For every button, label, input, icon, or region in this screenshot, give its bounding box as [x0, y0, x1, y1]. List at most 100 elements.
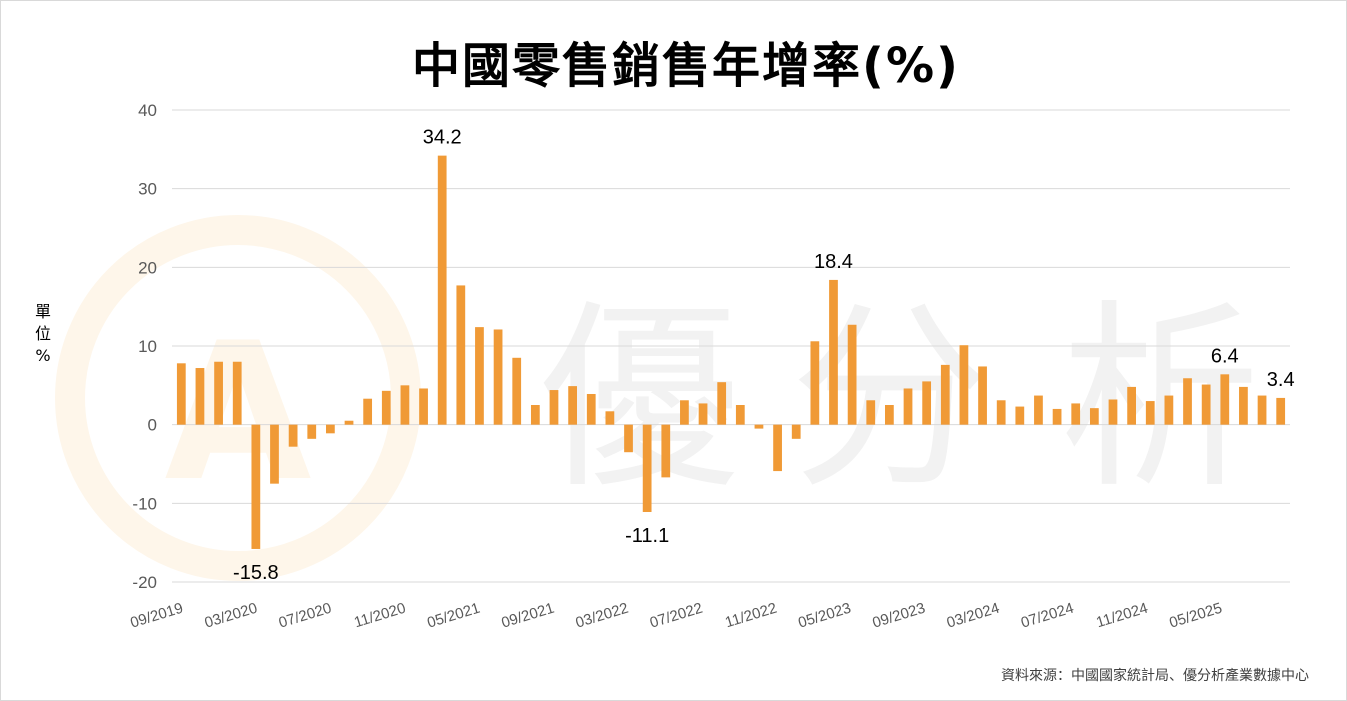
x-tick-label: 07/2024: [1019, 600, 1076, 632]
bar: [680, 400, 689, 425]
bar: [754, 424, 764, 429]
bar: [288, 424, 298, 447]
x-tick-label: 03/2024: [945, 600, 1002, 632]
y-tick-label: -20: [132, 573, 157, 592]
bar: [996, 400, 1006, 425]
bar: [661, 424, 671, 478]
gridlines: [172, 109, 1290, 583]
bar: [978, 366, 987, 425]
bar: [456, 285, 466, 425]
bar: [922, 381, 932, 425]
chart-title: 中國零售銷售年增率(%): [412, 38, 960, 94]
bar: [176, 363, 186, 425]
data-label: -11.1: [625, 525, 669, 547]
y-axis-ticks: -20 -10 0 10 20 30 40: [132, 101, 157, 592]
bar: [419, 388, 428, 425]
bar: [847, 324, 857, 425]
x-tick-label: 11/2022: [723, 600, 779, 632]
x-tick-label: 05/2023: [796, 600, 853, 632]
bars: [176, 155, 1286, 549]
bar: [214, 361, 223, 425]
bar: [493, 329, 503, 425]
bar: [885, 405, 894, 425]
y-tick-label: 40: [138, 101, 157, 120]
bar: [512, 357, 522, 425]
x-tick-label: 09/2021: [499, 600, 556, 632]
bar: [866, 400, 876, 425]
x-tick-label: 05/2025: [1167, 600, 1224, 632]
bar: [475, 327, 484, 425]
bar: [959, 345, 969, 425]
bar: [829, 279, 838, 425]
bar: [1127, 386, 1136, 425]
x-tick-label: 03/2022: [574, 600, 631, 632]
y-axis-title-char: 位: [35, 324, 51, 343]
bar: [735, 405, 745, 425]
bar: [381, 390, 391, 425]
bar: [530, 405, 540, 425]
bar: [549, 390, 559, 425]
bar: [717, 382, 727, 425]
bar: [698, 403, 708, 425]
bar: [400, 385, 410, 425]
bar: [642, 424, 652, 512]
bar: [195, 368, 205, 425]
x-axis-ticks: 09/2019 03/2020 07/2020 11/2020 05/2021 09/20…: [128, 600, 1224, 632]
bar: [232, 361, 242, 425]
x-tick-label: 07/2020: [277, 600, 334, 632]
bar: [1201, 384, 1211, 425]
y-tick-label: 20: [138, 258, 157, 277]
bar: [437, 155, 447, 425]
bar: [1145, 401, 1155, 425]
data-label: 34.2: [423, 127, 462, 149]
bar: [326, 424, 335, 434]
bar: [344, 420, 354, 425]
bar: [1089, 408, 1099, 425]
bar: [1164, 395, 1174, 425]
bar: [1071, 403, 1081, 425]
data-label: 3.4: [1267, 369, 1295, 391]
bar: [1220, 374, 1230, 425]
bar: [1108, 399, 1118, 425]
bar: [773, 424, 782, 472]
y-tick-label: -10: [132, 494, 157, 513]
bar: [810, 341, 820, 425]
watermark-char: 分: [790, 283, 990, 516]
x-tick-label: 09/2019: [128, 600, 185, 632]
y-axis-title: 單位%: [35, 302, 51, 365]
bar: [251, 424, 261, 549]
y-tick-label: 10: [138, 337, 157, 356]
data-labels: -15.8 34.2 -11.1 18.4 6.4 3.4: [233, 127, 1295, 584]
x-tick-label: 03/2020: [203, 600, 260, 632]
x-tick-label: 07/2022: [648, 600, 705, 632]
bar: [903, 388, 913, 425]
bar: [1183, 378, 1192, 425]
bar: [1257, 395, 1267, 425]
bar: [586, 393, 596, 425]
x-tick-label: 05/2021: [425, 600, 482, 632]
bar: [1015, 406, 1025, 425]
x-tick-label: 11/2024: [1094, 600, 1150, 632]
y-tick-label: 0: [148, 416, 157, 435]
bar: [307, 424, 317, 439]
bar: [568, 386, 577, 425]
bar: [1276, 397, 1286, 425]
source-note: 資料來源：中國國家統計局、優分析產業數據中心: [1001, 668, 1309, 684]
bar: [624, 424, 633, 453]
bar: [605, 411, 615, 425]
bar: [1034, 395, 1043, 425]
bar: [1052, 408, 1062, 425]
bar: [1239, 386, 1248, 425]
bar: [940, 364, 950, 425]
watermark-char: 析: [1060, 283, 1260, 516]
bar: [363, 398, 373, 425]
data-label: 18.4: [814, 251, 853, 273]
y-axis-title-char: 單: [35, 302, 51, 321]
data-label: 6.4: [1211, 345, 1239, 367]
data-label: -15.8: [233, 562, 279, 584]
y-tick-label: 30: [138, 180, 157, 199]
bar: [270, 424, 279, 484]
